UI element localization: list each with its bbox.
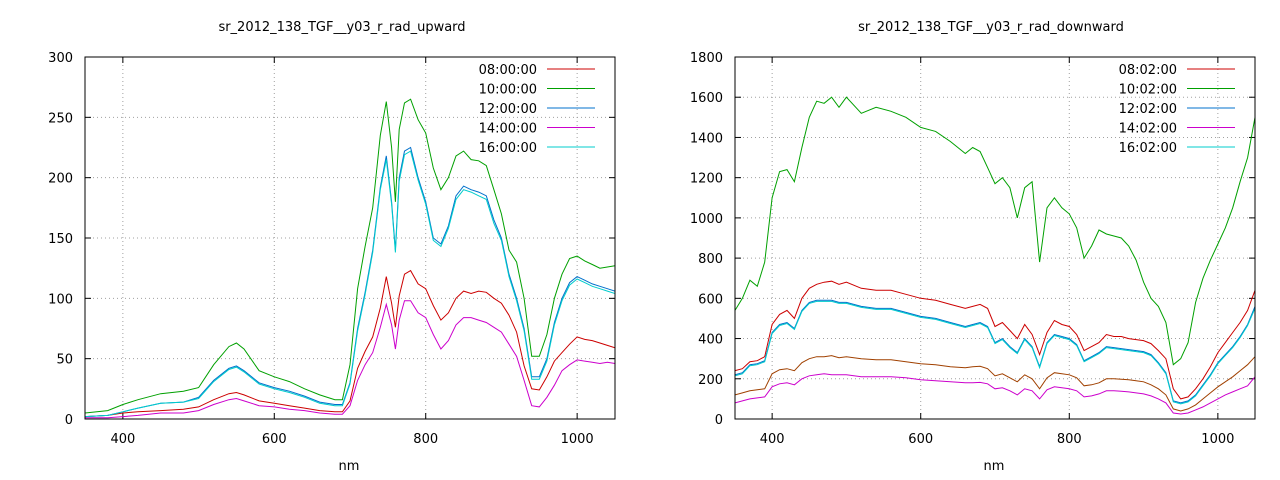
y-tick-label: 400 [698, 333, 723, 348]
y-tick-label: 300 [48, 51, 73, 66]
series-line [85, 269, 615, 418]
x-tick-label: 600 [262, 432, 287, 447]
y-tick-label: 1000 [690, 212, 723, 227]
y-tick-label: 150 [48, 232, 73, 247]
x-axis-label: nm [984, 459, 1005, 474]
y-tick-label: 1200 [690, 172, 723, 187]
legend-label: 12:02:00 [1119, 102, 1177, 117]
legend-label: 14:00:00 [479, 122, 537, 137]
y-tick-label: 50 [56, 353, 73, 368]
y-tick-label: 1600 [690, 91, 723, 106]
x-axis-label: nm [339, 459, 360, 474]
y-tick-label: 1400 [690, 131, 723, 146]
series-line [85, 300, 615, 419]
series-line [735, 300, 1255, 405]
y-tick-label: 600 [698, 292, 723, 307]
series-line [735, 280, 1255, 400]
y-tick-label: 200 [48, 172, 73, 187]
y-tick-label: 0 [715, 413, 723, 428]
legend-label: 16:02:00 [1119, 141, 1177, 156]
x-tick-label: 600 [908, 432, 933, 447]
legend-label: 14:02:00 [1119, 122, 1177, 137]
upward-radiance-chart: sr_2012_138_TGF__y03_r_rad_upward nm 400… [48, 20, 616, 474]
y-tick-label: 1800 [690, 51, 723, 66]
plot-frame [734, 56, 1256, 420]
x-tick-label: 800 [1057, 432, 1082, 447]
legend-label: 10:00:00 [479, 83, 537, 98]
legend-label: 10:02:00 [1119, 83, 1177, 98]
y-tick-label: 250 [48, 111, 73, 126]
legend-label: 08:00:00 [479, 63, 537, 78]
legend-label: 16:00:00 [479, 141, 537, 156]
x-tick-label: 400 [760, 432, 785, 447]
y-tick-label: 0 [65, 413, 73, 428]
chart-title: sr_2012_138_TGF__y03_r_rad_downward [858, 20, 1124, 35]
plot-frame [84, 56, 616, 420]
legend: 08:00:00 10:00:00 12:00:00 14:00:00 16:00:00 [479, 63, 595, 156]
series-line [735, 96, 1255, 366]
legend-label: 12:00:00 [479, 102, 537, 117]
y-tick-label: 200 [698, 373, 723, 388]
series-line-unlabeled [735, 355, 1255, 412]
x-tick-label: 800 [413, 432, 438, 447]
series-line [85, 150, 615, 418]
series-line [85, 146, 615, 418]
chart-title: sr_2012_138_TGF__y03_r_rad_upward [218, 20, 465, 35]
legend: 08:02:00 10:02:00 12:02:00 14:02:00 16:02:00 [1119, 63, 1235, 156]
x-tick-label: 1000 [1201, 432, 1234, 447]
series-line [85, 98, 615, 414]
series-line [735, 299, 1255, 404]
series-line [735, 373, 1255, 415]
x-tick-label: 1000 [561, 432, 594, 447]
x-tick-label: 400 [110, 432, 135, 447]
downward-radiance-chart: sr_2012_138_TGF__y03_r_rad_downward nm 4… [690, 20, 1256, 474]
legend-label: 08:02:00 [1119, 63, 1177, 78]
y-tick-label: 800 [698, 252, 723, 267]
y-tick-label: 100 [48, 292, 73, 307]
